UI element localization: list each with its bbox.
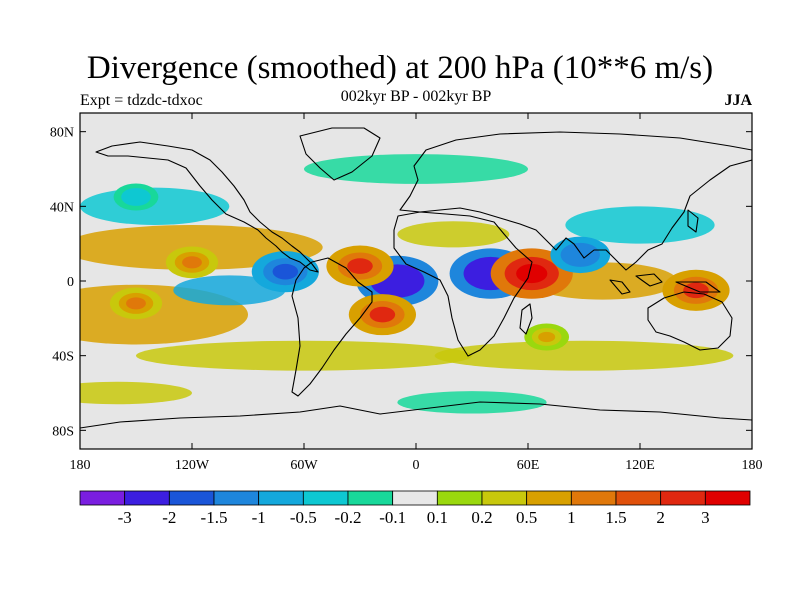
chart-title: Divergence (smoothed) at 200 hPa (10**6 … [86, 50, 714, 86]
colorbar-swatch [660, 490, 706, 506]
colorbar-swatch [302, 490, 349, 506]
colorbar-swatch [79, 490, 126, 506]
anomaly-central-america [272, 263, 299, 280]
field-band [80, 381, 192, 405]
coastline-greenland [299, 127, 381, 181]
colorbar-label: 3 [701, 508, 710, 527]
period-label: 002kyr BP - 002kyr BP [340, 88, 492, 105]
divergence-field [80, 154, 734, 414]
colorbar-swatch [213, 490, 260, 506]
x-tick-label: 180 [70, 458, 91, 473]
field-band [565, 206, 715, 244]
x-tick-label: 60W [290, 458, 318, 473]
colorbar-label: 0.2 [471, 508, 492, 527]
coastline-north-america [95, 141, 319, 273]
anomaly-north-pacific [127, 191, 145, 203]
field-band [434, 340, 734, 371]
colorbar-swatch [481, 490, 528, 506]
y-tick-label: 80S [52, 424, 74, 439]
x-tick-label: 180 [742, 458, 763, 473]
colorbar-label: -0.5 [290, 508, 317, 527]
colorbar-swatch [124, 490, 170, 506]
experiment-label: Expt = tdzdc-tdxoc [80, 92, 203, 109]
field-band [397, 221, 510, 248]
colorbar-swatch [168, 490, 215, 506]
anomaly-arabian-sea [516, 263, 548, 284]
y-tick-label: 80N [50, 126, 74, 141]
colorbar-label: 0.5 [516, 508, 537, 527]
colorbar-label: -0.1 [379, 508, 406, 527]
anomaly-west-africa-sahel [347, 258, 373, 274]
coastline-eurasia [399, 131, 752, 271]
coastline-maritime-continent [609, 273, 721, 295]
coastline-madagascar [519, 303, 533, 335]
colorbar-label: -1 [252, 508, 266, 527]
x-tick-label: 60E [517, 458, 540, 473]
season-label: JJA [724, 92, 752, 109]
anomaly-bay-of-bengal [568, 247, 592, 262]
colorbar-label: 0.1 [427, 508, 448, 527]
x-tick-label: 120E [625, 458, 655, 473]
field-band [304, 154, 528, 184]
colorbar-swatch [615, 490, 662, 506]
colorbar-swatch [436, 490, 483, 506]
coastline-antarctica [80, 401, 752, 429]
colorbar-label: 2 [656, 508, 665, 527]
y-axis: 80N 40N 0 40S 80S [50, 126, 752, 439]
colorbar: -3 -2 -1.5 -1 -0.5 -0.2 -0.1 0.1 0.2 0.5 1 1.5 2 3 [79, 490, 751, 527]
anomaly-south-atlantic [369, 306, 396, 323]
anomaly-equatorial-atlantic [381, 271, 413, 291]
colorbar-swatch [704, 490, 751, 506]
colorbar-label: -3 [118, 508, 132, 527]
coastline-australia [647, 291, 733, 351]
x-tick-label: 120W [175, 458, 210, 473]
y-tick-label: 0 [67, 275, 74, 290]
anomaly-tropical-north-pacific [182, 256, 202, 269]
colorbar-label: -1.5 [201, 508, 228, 527]
colorbar-swatch [526, 490, 572, 506]
coastline-japan [687, 209, 699, 233]
colorbar-label: 1.5 [605, 508, 626, 527]
colorbar-label: -0.2 [335, 508, 362, 527]
x-tick-label: 0 [413, 458, 420, 473]
x-axis: 180 120W 60W 0 60E 120E 180 [70, 113, 763, 473]
y-tick-label: 40N [50, 200, 74, 215]
field-band [136, 340, 472, 371]
coastlines [80, 127, 752, 429]
anomaly-southern-indian-ocean [538, 331, 556, 343]
colorbar-swatch [258, 490, 304, 506]
field-band [397, 391, 547, 414]
coastline-africa [393, 211, 533, 357]
colorbar-swatch [570, 490, 617, 506]
colorbar-swatch [392, 490, 438, 506]
colorbar-label: 1 [567, 508, 576, 527]
colorbar-swatch [347, 490, 394, 506]
colorbar-label: -2 [162, 508, 176, 527]
coastline-south-america [291, 257, 373, 397]
anomaly-tropical-south-pacific [126, 297, 146, 310]
y-tick-label: 40S [52, 350, 74, 365]
